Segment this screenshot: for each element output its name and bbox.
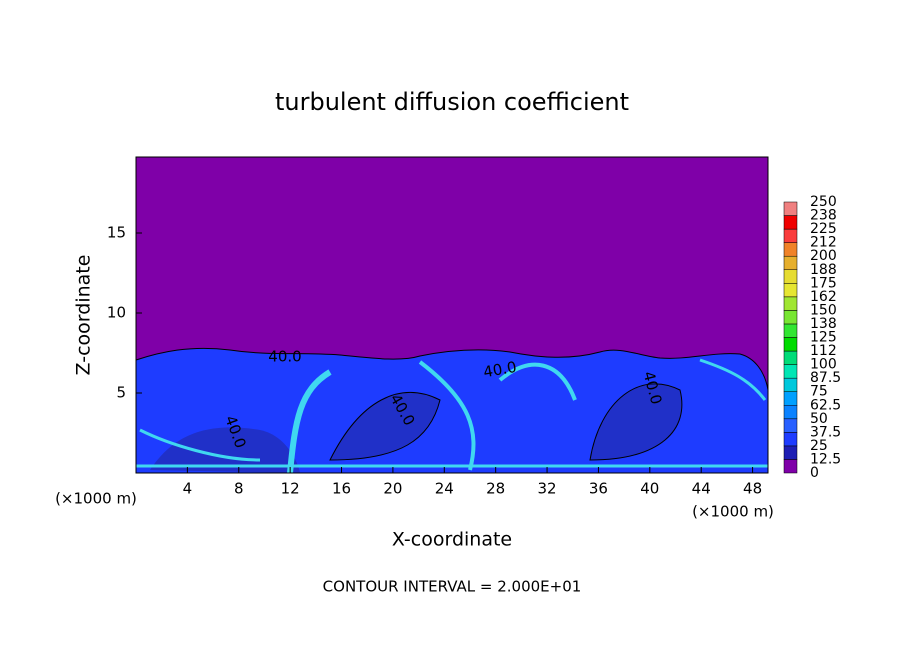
colorbar-label: 87.5 (810, 370, 841, 386)
colorbar-label: 75 (810, 384, 828, 400)
contour-label: 40.0 (482, 358, 518, 382)
colorbar-box (783, 201, 798, 216)
field-streak (139, 428, 261, 462)
field-streak (287, 369, 332, 474)
x-tick-label: 20 (383, 480, 402, 498)
x-tick-label: 44 (692, 480, 711, 498)
colorbar-label: 250 (810, 194, 837, 210)
colorbar-label: 112 (810, 343, 837, 359)
x-tick-label: 40 (640, 480, 659, 498)
field-streak (699, 358, 767, 401)
colorbar-label: 212 (810, 235, 837, 251)
colorbar-box (783, 228, 798, 243)
colorbar-box (783, 377, 798, 392)
x-tick-label: 32 (538, 480, 557, 498)
colorbar-label: 0 (810, 465, 819, 481)
colorbar-label: 25 (810, 438, 828, 454)
x-tick-label: 28 (486, 480, 505, 498)
colorbar-box (783, 242, 798, 257)
colorbar-label: 12.5 (810, 451, 841, 467)
y-tick-label: 5 (116, 384, 126, 402)
colorbar-box (783, 255, 798, 271)
x-unit-label: (×1000 m) (55, 490, 137, 508)
colorbar-box (783, 296, 798, 311)
x-tick-label: 8 (234, 480, 244, 498)
field-blob (150, 427, 300, 473)
field-streak (498, 362, 577, 401)
x-tick-label: 36 (589, 480, 608, 498)
y-axis-label: Z-coordinate (73, 255, 95, 376)
x-unit-label: (×1000 m) (692, 503, 774, 521)
plot-frame (135, 156, 769, 474)
colorbar-label: 37.5 (810, 424, 841, 440)
colorbar-box (783, 459, 798, 474)
colorbar-label: 100 (810, 357, 837, 373)
colorbar-box (783, 310, 798, 325)
chart-title: turbulent diffusion coefficient (275, 88, 629, 116)
colorbar-box (783, 445, 798, 460)
colorbar-label: 225 (810, 221, 837, 237)
colorbar-label: 50 (810, 411, 828, 427)
x-axis-label: X-coordinate (392, 529, 512, 551)
field-blob (329, 392, 441, 461)
colorbar-box (783, 283, 798, 298)
x-tick-label: 48 (743, 480, 762, 498)
colorbar-box (783, 323, 798, 338)
colorbar-label: 200 (810, 248, 837, 264)
x-tick-label: 16 (332, 480, 351, 498)
colorbar-box (783, 215, 798, 230)
x-tick-label: 24 (435, 480, 454, 498)
colorbar-box (783, 418, 798, 433)
colorbar-label: 188 (810, 262, 837, 278)
colorbar-label: 150 (810, 302, 837, 318)
field (135, 157, 769, 474)
y-tick-label: 15 (107, 224, 126, 242)
colorbar-box (783, 350, 798, 365)
x-tick-label: 4 (183, 480, 193, 498)
y-tick-label: 10 (107, 304, 126, 322)
colorbar-label: 125 (810, 330, 837, 346)
colorbar-label: 238 (810, 208, 837, 224)
colorbar-label: 62.5 (810, 397, 841, 413)
colorbar-box (783, 337, 798, 352)
field-streak (418, 360, 476, 471)
colorbar-box (783, 364, 798, 379)
x-tick-label: 12 (281, 480, 300, 498)
colorbar-box (783, 432, 798, 447)
footer: CONTOUR INTERVAL = 2.000E+01 (323, 578, 582, 596)
colorbar-box (783, 269, 798, 284)
colorbar-label: 162 (810, 289, 837, 305)
colorbar-label: 138 (810, 316, 837, 332)
colorbar-box (783, 405, 798, 420)
contour-label: 40.0 (268, 348, 301, 366)
colorbar-label: 175 (810, 275, 837, 291)
field-blob (589, 383, 683, 461)
colorbar-box (783, 391, 798, 406)
